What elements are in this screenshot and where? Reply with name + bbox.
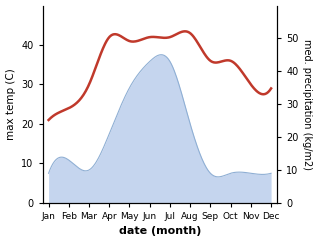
Y-axis label: med. precipitation (kg/m2): med. precipitation (kg/m2) [302,39,313,170]
Y-axis label: max temp (C): max temp (C) [5,68,16,140]
X-axis label: date (month): date (month) [119,227,201,236]
